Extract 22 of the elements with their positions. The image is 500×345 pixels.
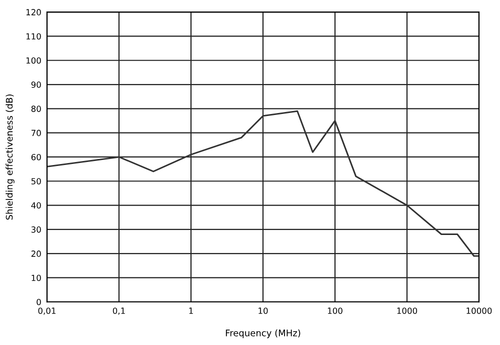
y-tick-label: 10 <box>32 274 41 282</box>
x-tick-label: 10000 <box>466 308 492 314</box>
x-tick-label: 100 <box>328 308 342 314</box>
x-tick-label: 1 <box>189 308 193 314</box>
y-tick-label: 80 <box>31 106 41 112</box>
y-tick-label: 50 <box>31 178 41 184</box>
y-tick-label: 60 <box>31 154 41 160</box>
y-tick-label: 120 <box>26 9 41 16</box>
x-tick-label: 1000 <box>397 308 418 314</box>
x-tick-label: 0,01 <box>38 308 56 315</box>
y-tick-label: 30 <box>31 226 41 233</box>
y-tick-label: 40 <box>31 202 41 209</box>
y-tick-label: 90 <box>31 82 41 88</box>
y-tick-label: 20 <box>31 250 41 257</box>
x-tick-label: 0,1 <box>112 308 125 315</box>
y-tick-label: 110 <box>26 33 41 40</box>
x-tick-label: 10 <box>258 308 268 314</box>
y-tick-label: 0 <box>36 298 41 306</box>
x-axis-title: Frequency (MHz) <box>226 329 300 338</box>
y-tick-label: 100 <box>26 57 41 64</box>
y-tick-label: 70 <box>32 130 41 136</box>
y-axis-title: Shielding effectiveness (dB) <box>6 94 14 220</box>
